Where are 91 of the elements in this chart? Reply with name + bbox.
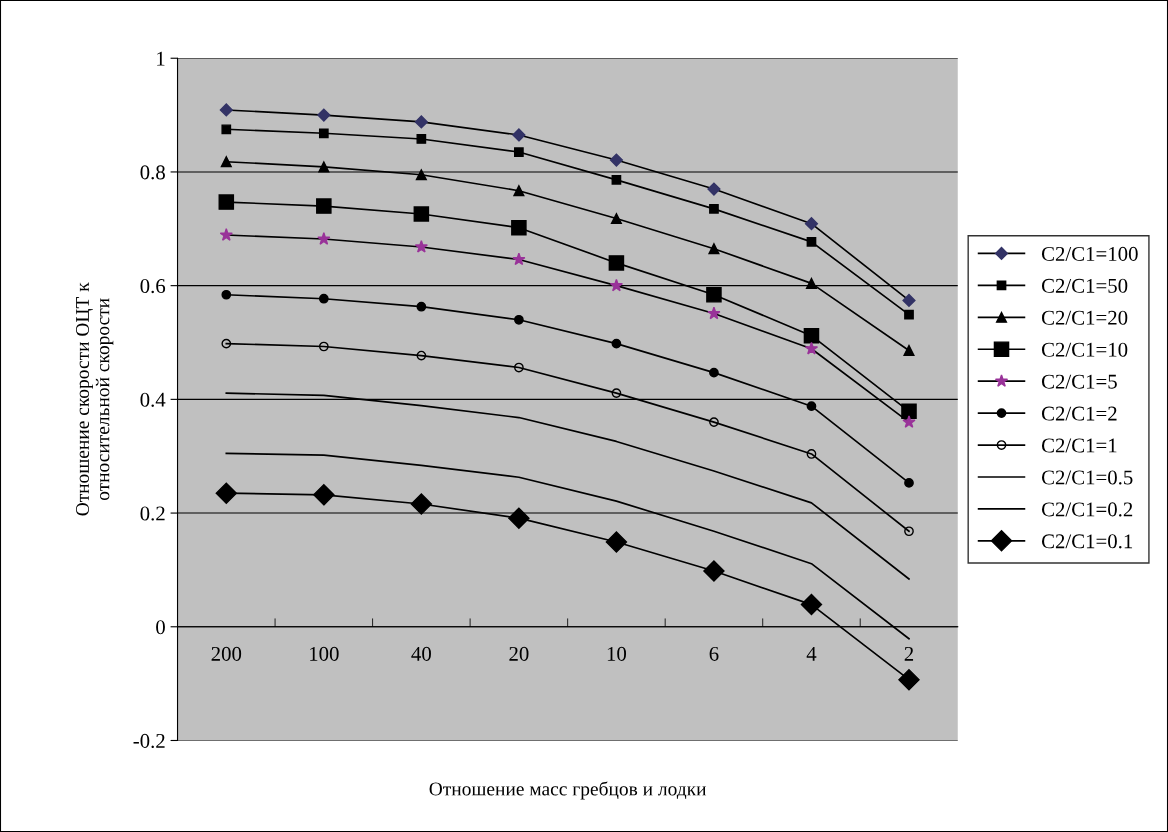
point	[514, 362, 524, 373]
point	[219, 103, 233, 117]
x-tick-label: 10	[607, 646, 627, 661]
point	[318, 161, 330, 173]
point	[609, 153, 624, 167]
point	[904, 309, 914, 320]
x-tick-label: 20	[509, 646, 529, 661]
point	[708, 243, 720, 255]
y-tick-label: 0.6	[140, 279, 166, 294]
point	[608, 255, 625, 271]
point	[514, 147, 524, 157]
legend-label: C2/C1=20	[1041, 310, 1128, 325]
point	[806, 449, 817, 459]
point	[413, 206, 430, 222]
point	[901, 403, 917, 420]
point	[313, 484, 335, 506]
point	[414, 115, 428, 129]
point	[609, 278, 624, 292]
point	[215, 482, 238, 504]
point	[410, 493, 433, 515]
point	[221, 338, 232, 349]
x-tick-label: 4	[806, 646, 817, 661]
legend-label: C2/C1=5	[1041, 374, 1117, 389]
point	[317, 108, 331, 122]
x-tick-label: 40	[411, 646, 431, 661]
point	[512, 252, 526, 266]
x-tick-label: 200	[211, 646, 242, 661]
point	[514, 314, 524, 325]
y-tick-label: 0	[156, 620, 165, 635]
y-tick-label: 1	[157, 51, 165, 66]
point	[316, 198, 332, 214]
point	[218, 194, 235, 210]
point	[709, 204, 719, 214]
point	[904, 526, 914, 537]
x-tick-label: 100	[310, 646, 339, 661]
point	[220, 156, 232, 168]
y-tick-label: 0.2	[140, 506, 165, 521]
point	[221, 124, 232, 135]
legend-label: C2/C1=1	[1041, 438, 1117, 453]
point	[804, 341, 819, 355]
point	[415, 169, 427, 181]
point	[709, 417, 719, 427]
legend-label: C2/C1=0.5	[1041, 470, 1133, 485]
point	[803, 327, 820, 344]
point	[605, 531, 628, 553]
point	[904, 478, 914, 488]
y-tick-label: 0.8	[140, 165, 165, 180]
x-tick-label: 6	[709, 646, 719, 661]
point	[511, 219, 527, 236]
point	[414, 240, 428, 253]
legend-label: C2/C1=10	[1041, 342, 1128, 357]
point	[800, 593, 823, 616]
point	[318, 293, 329, 304]
legend-label: C2/C1=0.1	[1041, 534, 1133, 549]
point	[902, 293, 916, 308]
legend-label: C2/C1=50	[1041, 278, 1128, 293]
point	[611, 338, 622, 349]
point	[221, 289, 232, 300]
point	[805, 277, 818, 289]
point	[611, 388, 622, 398]
point	[707, 182, 721, 196]
point	[707, 306, 721, 320]
point	[806, 237, 817, 247]
point	[902, 415, 916, 428]
point	[318, 128, 329, 139]
point	[903, 344, 915, 357]
point	[317, 232, 331, 245]
point	[709, 367, 719, 378]
point	[512, 128, 526, 142]
legend-label: C2/C1=0.2	[1041, 502, 1133, 517]
point	[611, 175, 622, 185]
x-tick-label: 2	[904, 646, 914, 661]
point	[610, 213, 622, 225]
point	[804, 217, 819, 231]
point	[416, 301, 427, 312]
point	[416, 350, 427, 361]
y-tick-label: -0.2	[133, 733, 165, 748]
legend-label: C2/C1=2	[1041, 406, 1117, 421]
point	[706, 286, 722, 303]
point	[806, 401, 817, 412]
x-axis-title: Отношение масс гребцов и лодки	[429, 781, 707, 800]
legend-label: C2/C1=100	[1041, 246, 1138, 261]
point	[219, 228, 233, 241]
y-axis-title: Отношение скорости ОЦТ к относительной скорости	[75, 282, 114, 516]
point	[703, 560, 725, 582]
point	[513, 185, 525, 197]
point	[318, 341, 329, 352]
point	[416, 134, 427, 144]
point	[508, 507, 530, 529]
point	[898, 668, 920, 691]
y-tick-label: 0.4	[140, 392, 166, 407]
